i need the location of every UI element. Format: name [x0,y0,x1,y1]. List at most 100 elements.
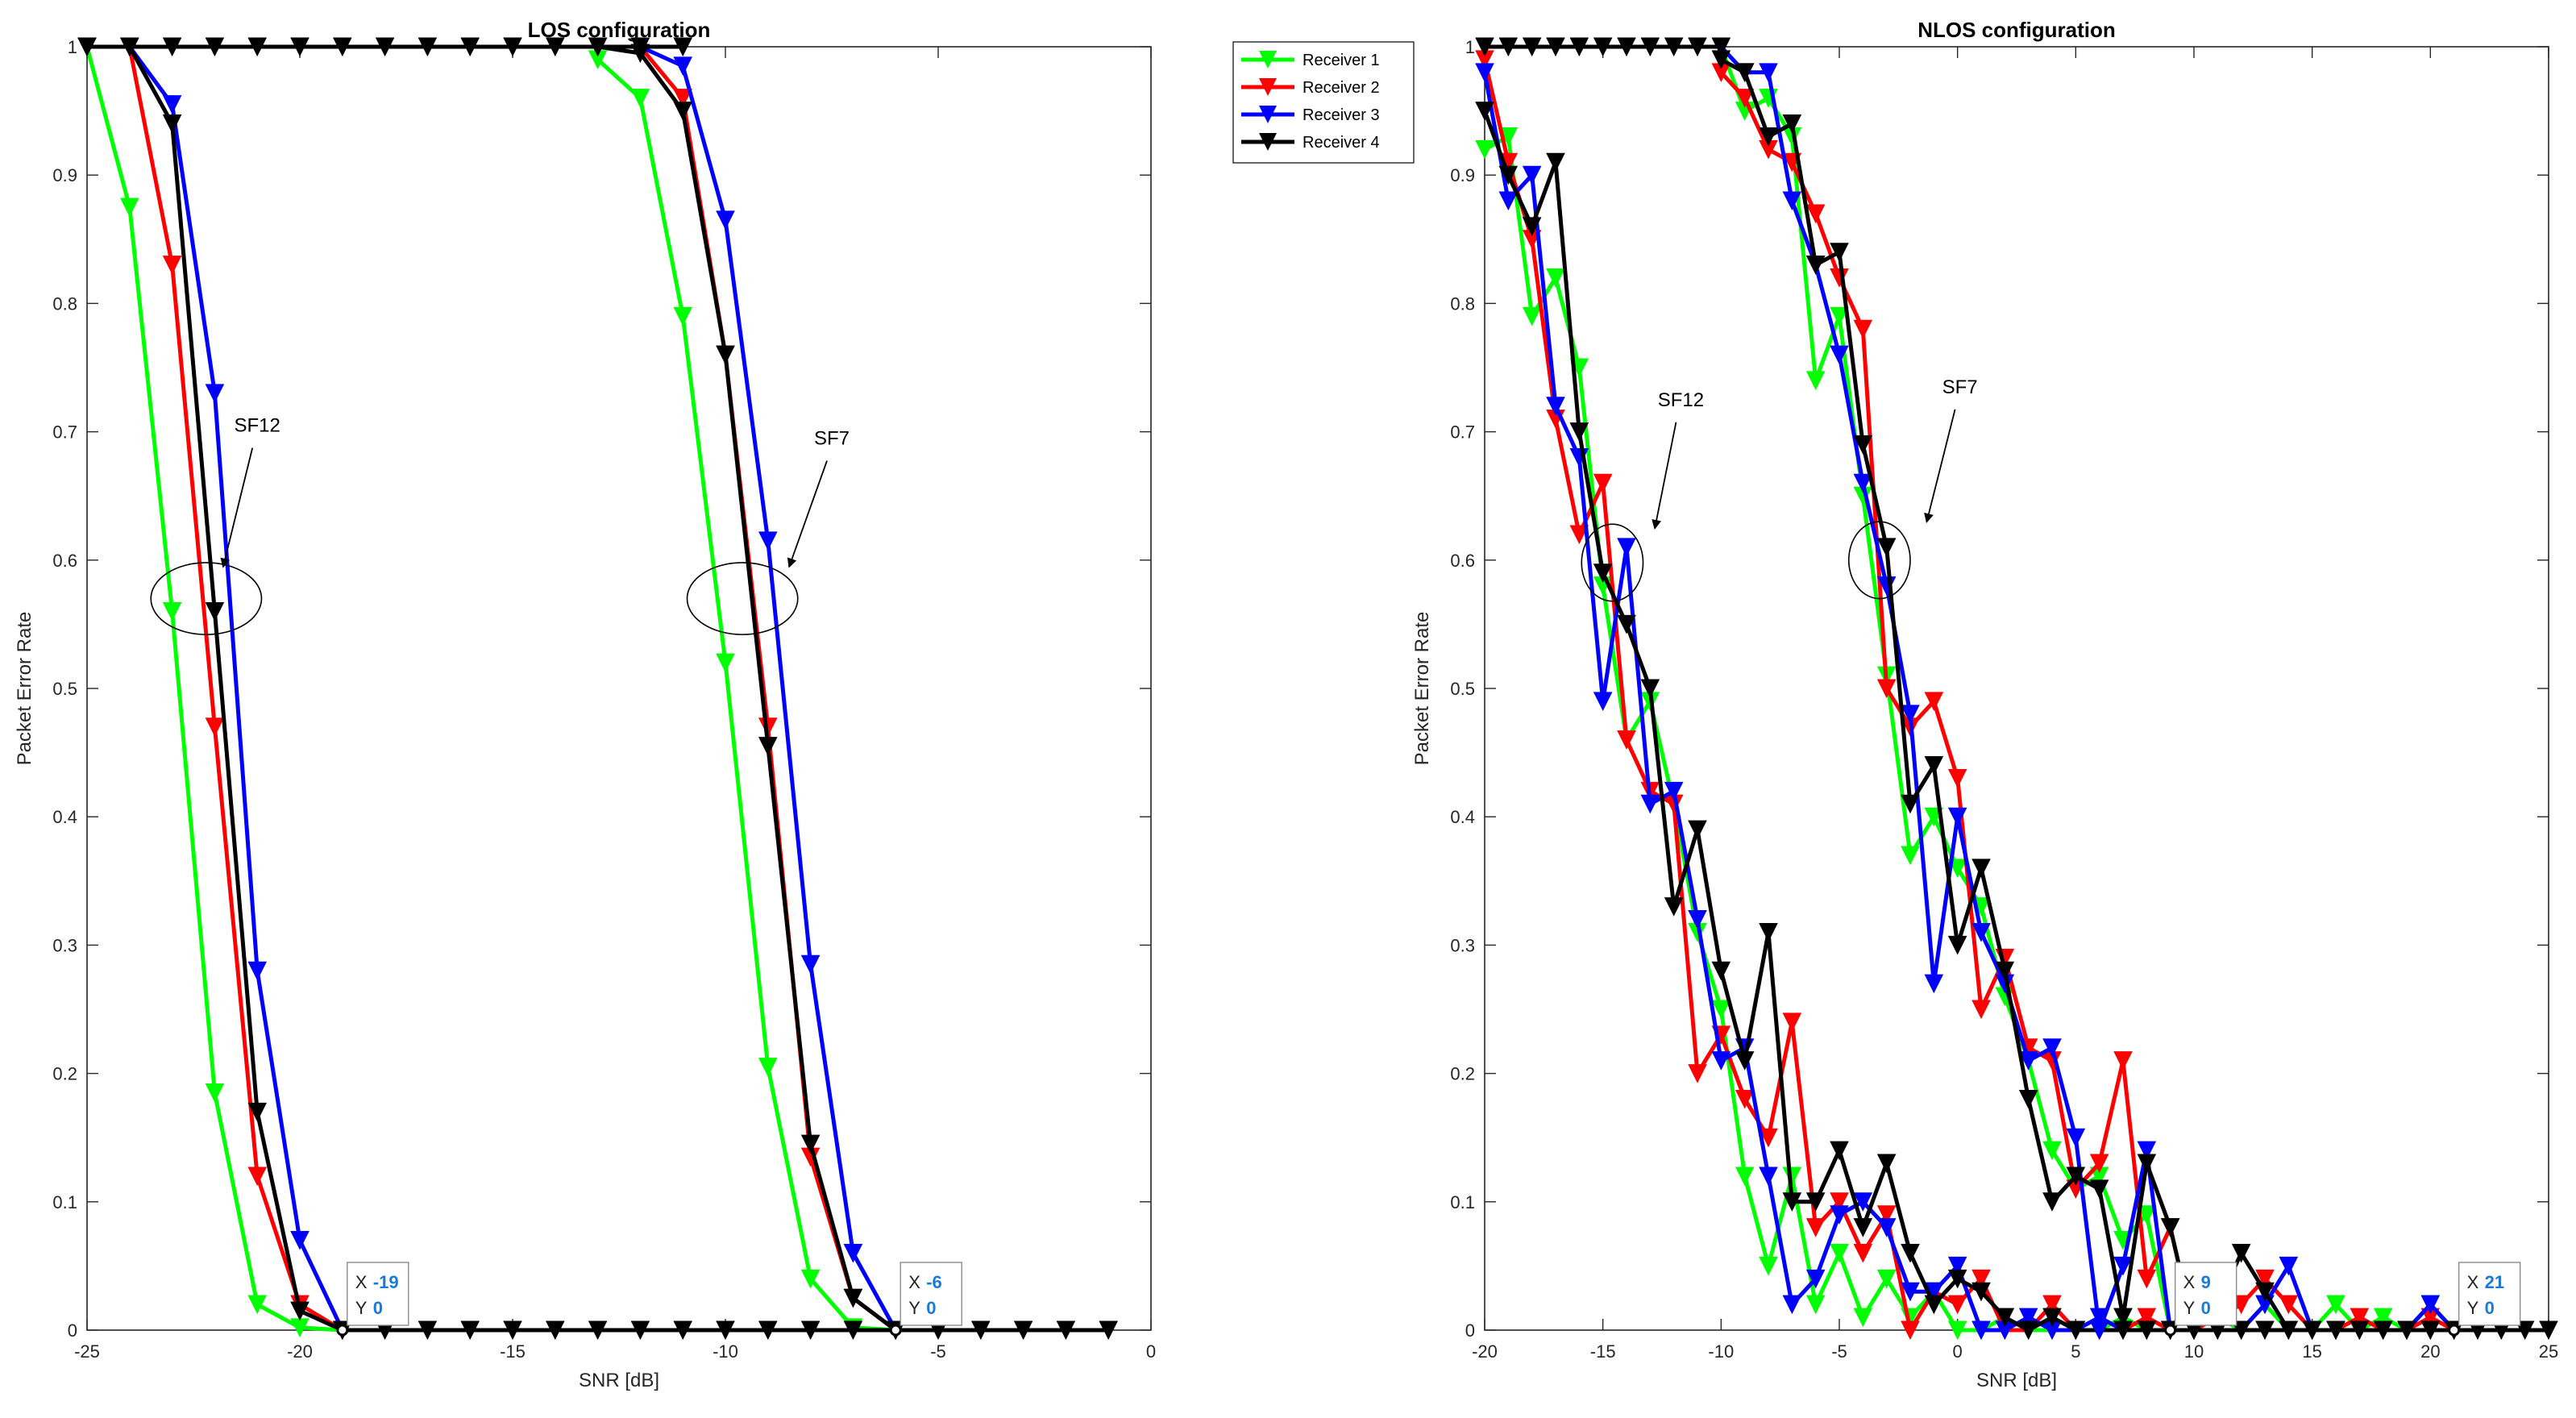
nlos-series-line-receiver-4-sf12 [1482,110,2171,1333]
los-datatip-box[interactable] [900,1262,962,1326]
los-point-zero-region [1056,1320,1076,1341]
nlos-point-receiver-4-sf12 [1830,1141,1849,1161]
los-point-zero-region [758,1320,778,1341]
nlos-point-receiver-3-sf7 [1782,191,1802,211]
los-point-saturated-per-1 [418,37,438,57]
nlos-point-zero-region [2539,1320,2558,1341]
nlos-point-receiver-4-sf7 [1995,961,2015,981]
los-xtick-label: 0 [1146,1341,1156,1362]
los-point-saturated-per-1 [375,37,395,57]
los-point-receiver-4-sf7 [673,102,693,121]
nlos-annotation-arrow-sf12 [1652,422,1677,530]
nlos-point-saturated-per-1 [1522,37,1542,57]
nlos-point-receiver-1-sf7 [1901,846,1920,866]
nlos-point-receiver-3-sf7 [2066,1128,2086,1148]
los-chart: -25 -20 -15 -10 -5 0 0 0.1 0.2 0.3 0.4 0.5 0.6 0.7 0.8… [14,18,1156,1391]
nlos-point-receiver-4-sf7 [2160,1218,2180,1237]
nlos-point-receiver-3-sf12 [1498,191,1519,211]
los-xtick-label: -15 [500,1341,526,1362]
los-ytick-label: 0.1 [52,1192,77,1212]
nlos-datatip-marker[interactable] [2448,1324,2461,1337]
nlos-point-receiver-4-sf12 [2066,1320,2086,1341]
nlos-point-receiver-4-sf12 [1924,1295,1944,1315]
los-point-receiver-1-sf7 [673,306,693,326]
legend-marker-receiver-3 [1259,106,1277,123]
nlos-ytick-label: 1 [1465,37,1475,57]
nlos-point-receiver-4-sf12 [1498,165,1519,185]
los-point-receiver-3-sf7 [716,210,735,231]
nlos-point-receiver-3-sf12 [1640,794,1660,814]
nlos-point-receiver-4-sf7 [2018,1089,2038,1109]
los-point-saturated-per-1 [290,37,310,57]
nlos-title: NLOS configuration [1917,18,2116,42]
legend-label-receiver-1: Receiver 1 [1303,52,1380,69]
los-datatip-y-key: Y [908,1298,920,1318]
nlos-xtick-label: 20 [2420,1341,2440,1362]
nlos-point-receiver-4-sf12 [1901,1243,1920,1263]
los-point-receiver-3-sf7 [758,531,778,551]
los-datatip-marker[interactable] [889,1324,902,1337]
legend-label-receiver-4: Receiver 4 [1303,134,1380,152]
los-datatip-x-value: -6 [926,1272,942,1292]
los-datatip-x-key: X [908,1272,920,1292]
nlos-point-receiver-4-sf7 [1924,756,1944,776]
nlos-point-receiver-2-sf12 [1853,1243,1873,1263]
nlos-point-receiver-3-sf7 [2089,1320,2109,1341]
los-point-saturated-per-1 [545,37,565,57]
los-point-receiver-4-sf12 [247,1102,268,1122]
nlos-annotation-ellipse-sf12 [1581,523,1644,602]
nlos-series-group [1475,37,2558,1341]
los-point-receiver-1-sf7 [758,1058,778,1077]
nlos-xtick-label: -10 [1708,1341,1734,1362]
nlos-point-saturated-per-1 [1593,37,1613,57]
los-point-saturated-per-1 [205,37,225,57]
nlos-point-receiver-1-sf12 [1735,1166,1755,1187]
nlos-point-receiver-2-sf12 [1569,525,1589,545]
nlos-point-receiver-3-sf12 [1947,1256,1967,1276]
nlos-point-receiver-4-sf12 [1688,820,1707,840]
nlos-point-receiver-4-sf12 [1853,1218,1873,1237]
los-ytick-label: 0.6 [52,551,77,571]
los-xtick-label: -10 [713,1341,738,1362]
los-point-zero-region [1013,1320,1033,1341]
los-series-line-receiver-3-sf7 [597,44,898,1332]
nlos-point-receiver-2-sf7 [1853,319,1873,339]
nlos-point-receiver-2-sf12 [1876,1205,1897,1225]
los-point-receiver-3-sf12 [290,1231,310,1250]
los-point-saturated-per-1 [673,37,693,57]
los-annotation-label-sf12: SF12 [235,415,280,437]
nlos-point-receiver-2-sf12 [1805,1218,1826,1237]
nlos-ytick-label: 0.1 [1450,1192,1475,1212]
los-point-saturated-per-1 [247,37,268,57]
nlos-point-receiver-4-sf12 [1971,1282,1991,1302]
nlos-datatip-y-value: 0 [2201,1298,2211,1318]
nlos-point-receiver-1-sf7 [2326,1295,2345,1315]
nlos-datatip-marker[interactable] [2164,1324,2177,1337]
los-datatip-box[interactable] [347,1262,409,1326]
nlos-point-receiver-4-sf7 [1830,243,1849,262]
los-datatip-marker[interactable] [336,1324,349,1337]
los-ytick-label: 0.4 [52,807,77,827]
nlos-ytick-label: 0.3 [1450,935,1475,955]
nlos-point-saturated-per-1 [1640,37,1660,57]
los-plot-area [86,46,1152,1331]
los-point-receiver-1-sf12 [247,1295,268,1315]
nlos-point-receiver-4-sf12 [2018,1320,2038,1341]
nlos-point-receiver-2-sf7 [1924,692,1944,712]
nlos-point-zero-region [2326,1320,2345,1341]
los-series-line-receiver-4-sf7 [597,44,897,1332]
nlos-datatip-box[interactable] [2174,1262,2237,1326]
los-point-zero-region [630,1320,650,1341]
nlos-point-receiver-3-sf7 [1830,345,1849,365]
nlos-xtick-label: 5 [2071,1341,2080,1362]
nlos-point-saturated-per-1 [1498,37,1519,57]
los-datatip-y-key: Y [355,1298,368,1318]
los-point-receiver-3-sf7 [843,1243,863,1263]
nlos-xtick-label: -5 [1831,1341,1847,1362]
nlos-point-receiver-3-sf12 [1475,63,1494,82]
nlos-point-zero-region [2373,1320,2393,1341]
los-point-receiver-4-sf7 [758,737,778,756]
los-ytick-label: 0.9 [52,165,77,185]
nlos-point-receiver-2-sf7 [2113,1051,2133,1071]
nlos-datatip-box[interactable] [2458,1262,2521,1326]
